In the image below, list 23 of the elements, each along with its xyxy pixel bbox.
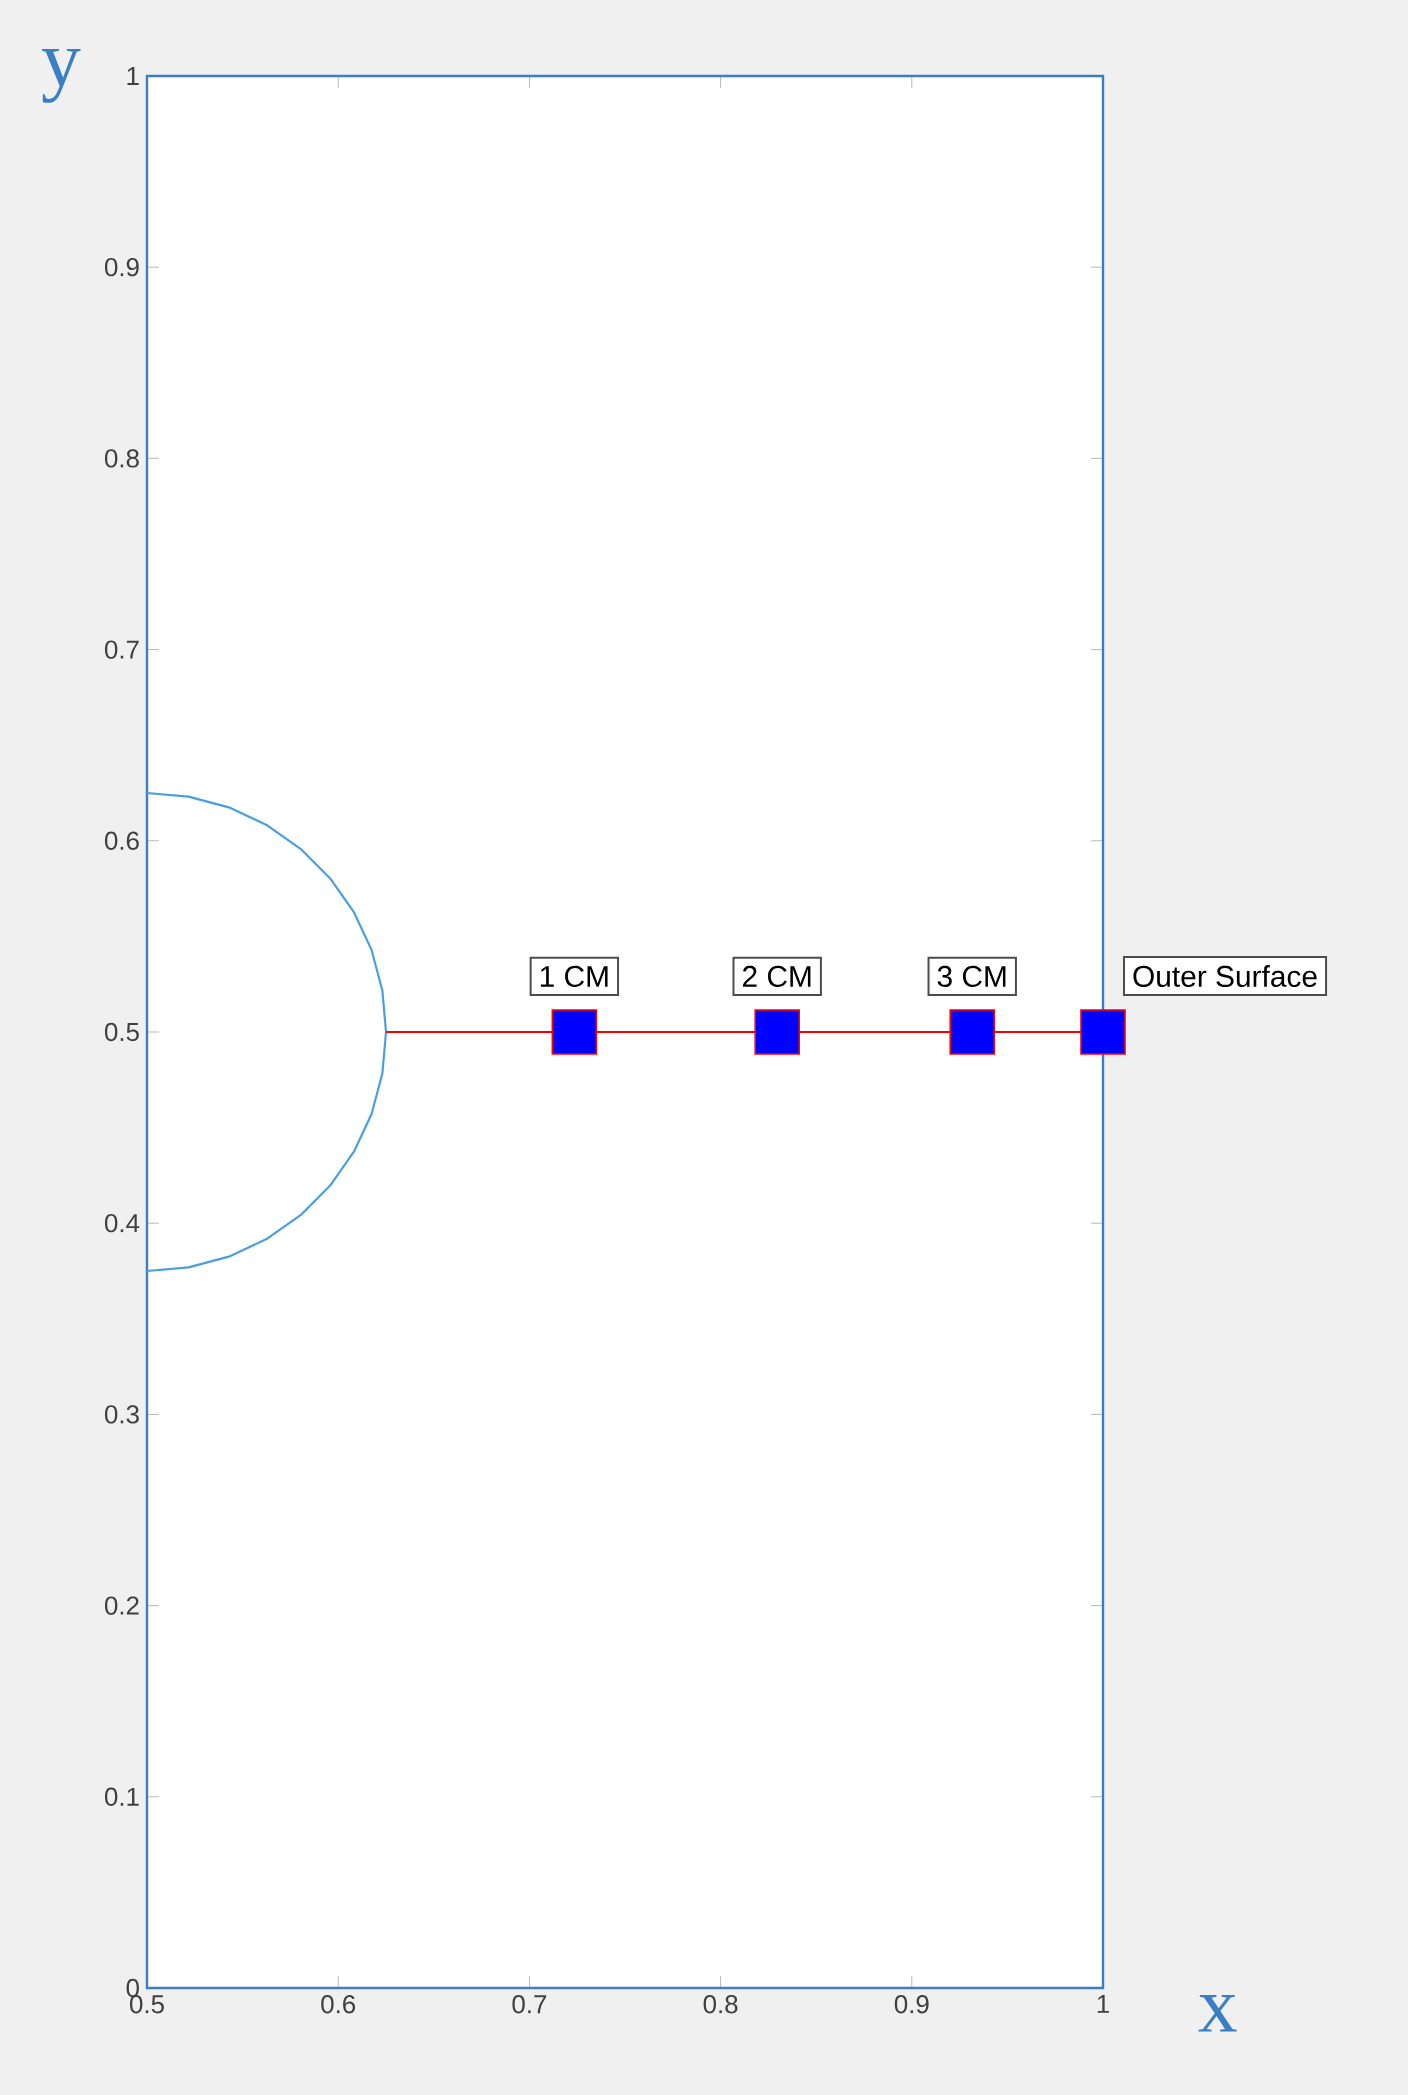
x-axis-title: x (1198, 1995, 1237, 2032)
y-tick-label: 0.9 (104, 258, 139, 277)
y-tick-label: 0.1 (104, 1787, 139, 1806)
x-tick-label: 0.6 (321, 1995, 356, 2014)
y-tick-label: 0.2 (104, 1596, 139, 1615)
x-tick-label: 0.8 (703, 1995, 738, 2014)
y-tick-label: 0.5 (104, 1022, 139, 1042)
y-tick-label: 0 (126, 1978, 139, 1998)
y-tick-label: 0.6 (104, 831, 139, 850)
annotation: Outer Surface (1133, 965, 1317, 987)
line-series (145, 791, 388, 1273)
y-tick-label: 0.8 (104, 449, 139, 468)
y-tick-label: 0.7 (104, 640, 139, 659)
x-tick-label: 0.9 (894, 1995, 929, 2014)
x-tick-label: 0.7 (512, 1995, 547, 2014)
y-axis-title: y (42, 49, 81, 103)
y-tick-label: 1 (127, 67, 139, 85)
annotation: 2 CM (743, 965, 811, 987)
x-tick-label: 1 (1097, 1995, 1109, 2013)
annotation: 1 CM (540, 965, 608, 987)
y-tick-label: 0.3 (104, 1405, 139, 1424)
y-tick-label: 0.4 (104, 1214, 140, 1233)
annotation: 3 CM (937, 965, 1006, 987)
